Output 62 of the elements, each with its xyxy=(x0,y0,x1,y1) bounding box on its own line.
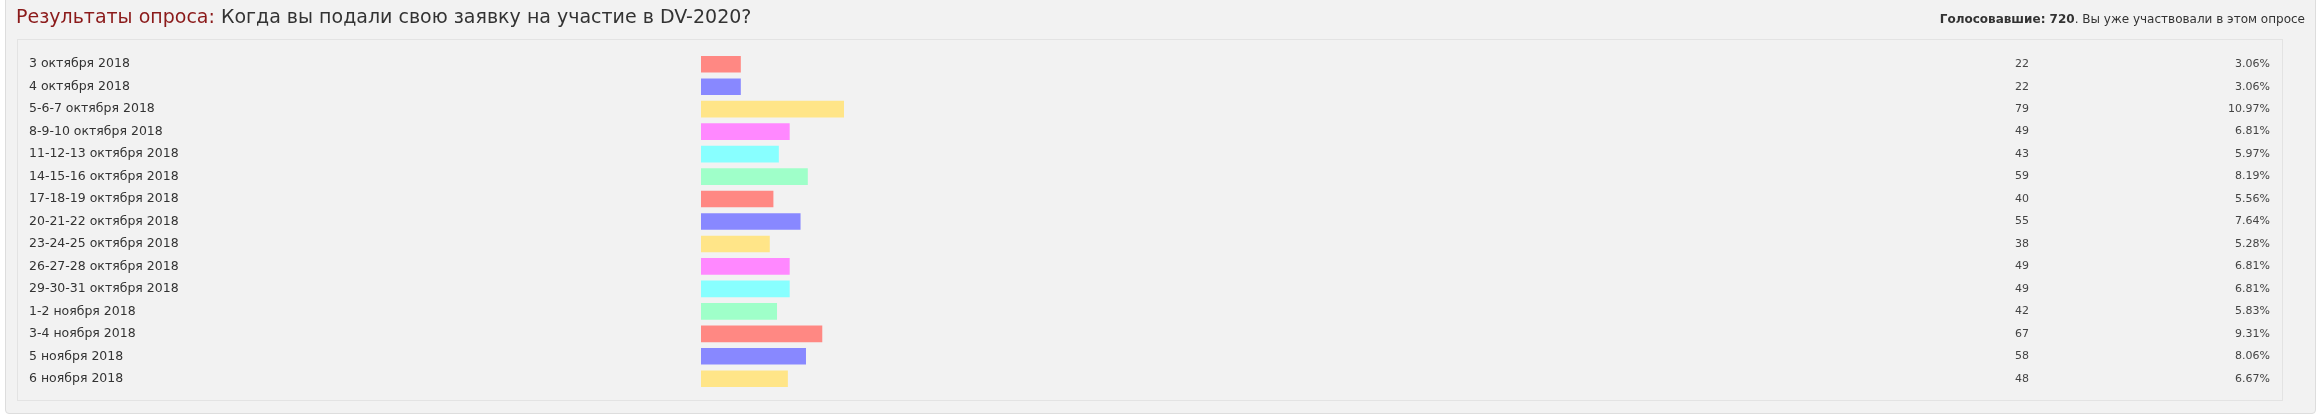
bar xyxy=(701,190,774,208)
bar xyxy=(701,100,844,118)
text: 3.06% xyxy=(2235,79,2270,93)
text: Голосовавшие: 720. Вы уже участвовали в этом опросе xyxy=(1939,12,2305,26)
data-label: 22 xyxy=(2015,79,2029,93)
bar xyxy=(701,347,806,365)
bar xyxy=(701,303,778,320)
text: 9.31% xyxy=(2235,326,2270,340)
y-tick-label: 5-6-7 октября 2018 xyxy=(29,100,155,116)
bar xyxy=(701,168,808,185)
text: 5.28% xyxy=(2235,236,2270,250)
bar xyxy=(701,55,741,73)
y-tick-label: 20-21-22 октября 2018 xyxy=(29,212,179,228)
bar xyxy=(701,145,779,163)
bar xyxy=(701,370,788,388)
text: 8.06% xyxy=(2235,349,2270,363)
text: 6.81% xyxy=(2235,281,2270,295)
y-tick-label: 29-30-31 октября 2018 xyxy=(29,280,179,296)
data-label: 58 xyxy=(2015,349,2029,363)
bar xyxy=(701,280,790,298)
text: 5.97% xyxy=(2235,146,2270,160)
bar xyxy=(701,123,790,140)
y-tick-label: 3 октября 2018 xyxy=(29,55,130,71)
data-label: 40 xyxy=(2015,191,2029,205)
bar xyxy=(701,78,741,96)
y-tick-label: 26-27-28 октября 2018 xyxy=(29,257,179,273)
bar xyxy=(701,258,790,275)
y-tick-label: 6 ноября 2018 xyxy=(29,370,124,386)
data-label: 38 xyxy=(2015,236,2029,250)
data-label: 43 xyxy=(2015,146,2029,160)
data-label: 49 xyxy=(2015,259,2029,273)
data-label: 49 xyxy=(2015,281,2029,295)
data-label: 22 xyxy=(2015,57,2029,71)
y-tick-label: 1-2 ноября 2018 xyxy=(29,302,136,318)
text: 5.56% xyxy=(2235,191,2270,205)
data-label: 49 xyxy=(2015,124,2029,138)
y-tick-label: 3-4 ноября 2018 xyxy=(29,325,136,341)
text: 3.06% xyxy=(2235,57,2270,71)
bar xyxy=(701,325,823,343)
text: 6.81% xyxy=(2235,259,2270,273)
y-tick-label: 5 ноября 2018 xyxy=(29,347,124,363)
y-tick-label: 11-12-13 октября 2018 xyxy=(29,145,179,161)
text: 10.97% xyxy=(2228,102,2270,116)
text: 6.81% xyxy=(2235,124,2270,138)
data-label: 42 xyxy=(2015,304,2029,318)
data-label: 59 xyxy=(2015,169,2029,183)
data-label: 55 xyxy=(2015,214,2029,228)
bar xyxy=(701,213,801,230)
bar xyxy=(701,235,770,253)
y-tick-label: 14-15-16 октября 2018 xyxy=(29,167,179,183)
y-tick-label: 4 октября 2018 xyxy=(29,77,130,93)
y-tick-label: 17-18-19 октября 2018 xyxy=(29,190,179,206)
data-label: 79 xyxy=(2015,102,2029,116)
y-tick-label: 23-24-25 октября 2018 xyxy=(29,235,179,251)
text: 6.67% xyxy=(2235,371,2270,385)
text: 7.64% xyxy=(2235,214,2270,228)
text: Результаты опроса: Когда вы подали свою заявку на участие в DV-2020? xyxy=(16,5,752,27)
data-label: 48 xyxy=(2015,371,2029,385)
text: 8.19% xyxy=(2235,169,2270,183)
text: 5.83% xyxy=(2235,304,2270,318)
data-label: 67 xyxy=(2015,326,2029,340)
y-tick-label: 8-9-10 октября 2018 xyxy=(29,122,163,138)
